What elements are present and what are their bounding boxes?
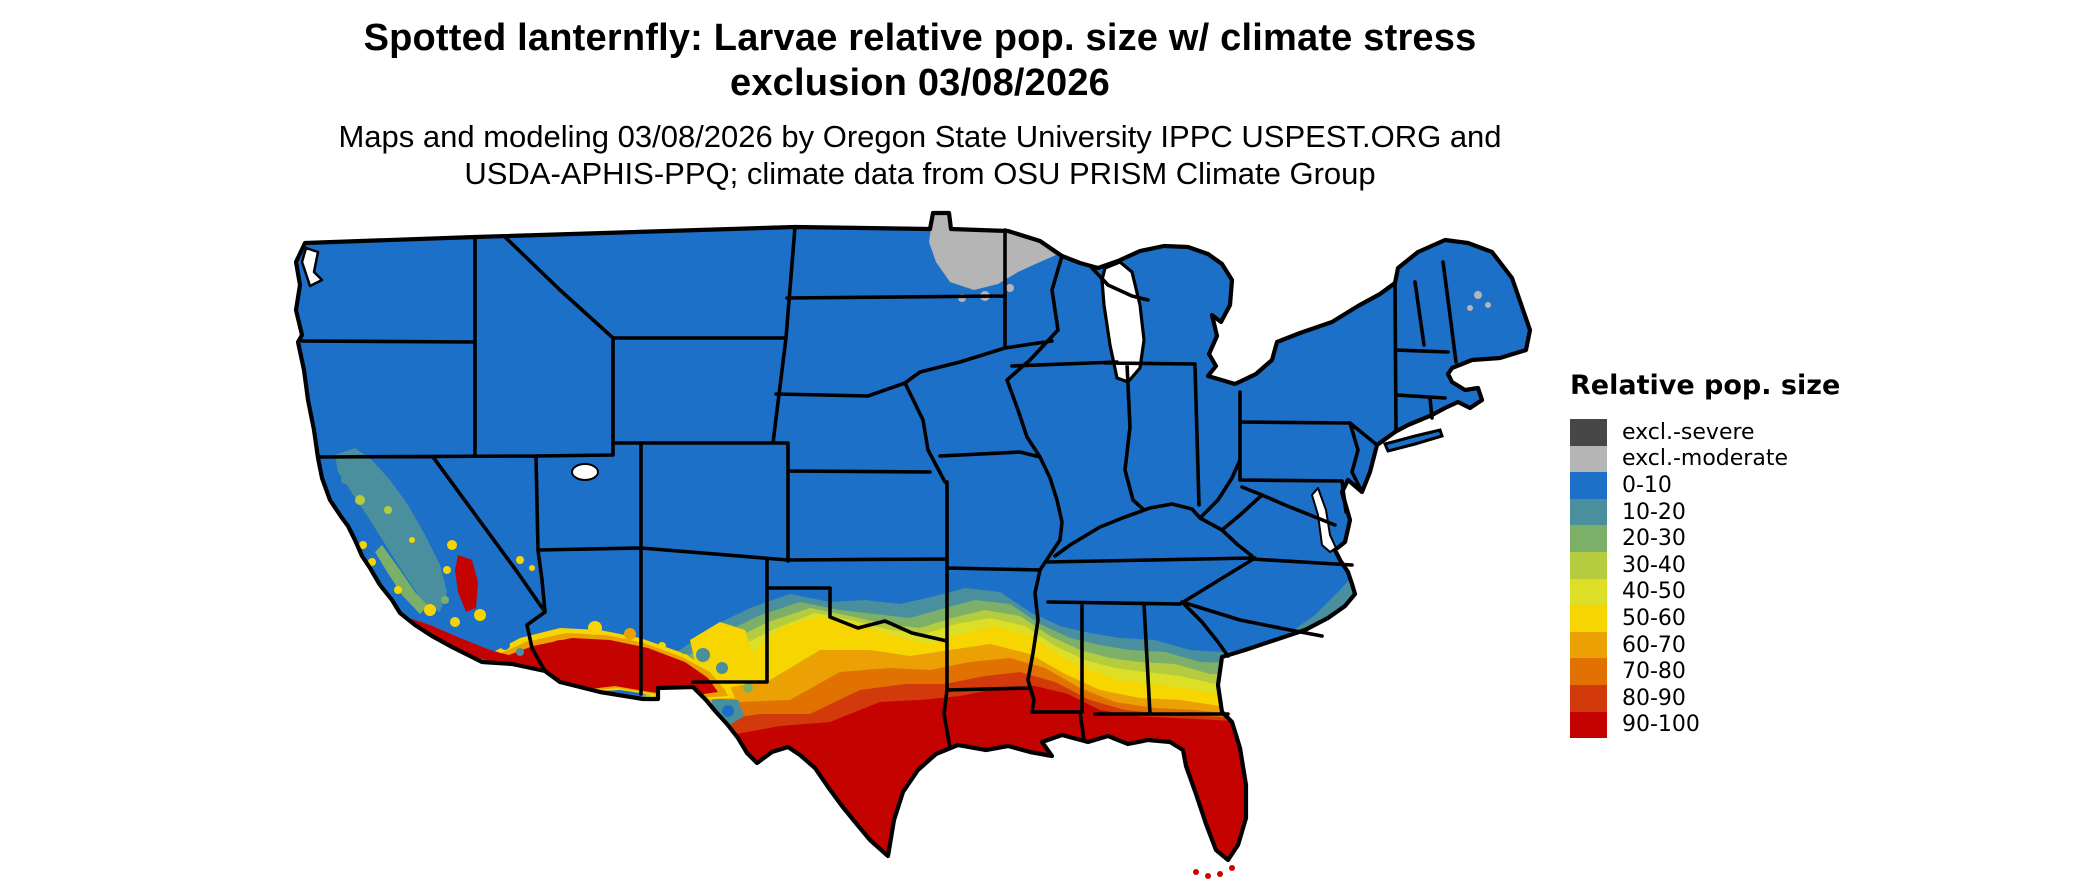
legend-title: Relative pop. size: [1570, 370, 1841, 401]
page-subtitle: Maps and modeling 03/08/2026 by Oregon S…: [170, 118, 1670, 192]
desert-southwest-patch: [482, 556, 735, 700]
page-title: Spotted lanternfly: Larvae relative pop.…: [170, 16, 1670, 106]
legend-swatch: [1570, 445, 1607, 473]
legend-label: 50-60: [1622, 605, 1686, 631]
legend-swatch: [1570, 605, 1607, 632]
legend-swatch: [1570, 658, 1607, 685]
legend-swatch: [1570, 551, 1607, 579]
legend-row: 50-60: [1570, 605, 1900, 632]
legend-row: 20-30: [1570, 525, 1900, 552]
map-legend: Relative pop. size excl.-severe excl.-mod…: [1570, 370, 1900, 739]
legend-swatch: [1570, 711, 1607, 739]
maine-exclusion-specks: [1467, 291, 1491, 311]
legend-row: 10-20: [1570, 498, 1900, 526]
legend-label: 10-20: [1622, 499, 1686, 525]
legend-row: excl.-moderate: [1570, 445, 1900, 473]
legend-row: 0-10: [1570, 472, 1900, 499]
great-salt-lake: [571, 463, 599, 481]
legend-row: 70-80: [1570, 658, 1900, 685]
map-fill-layer: [296, 213, 1530, 860]
title-line-1: Spotted lanternfly: Larvae relative pop.…: [363, 17, 1477, 59]
legend-swatch: [1570, 419, 1607, 446]
legend-swatch: [1570, 684, 1607, 712]
puget-sound: [300, 246, 324, 288]
legend-swatch: [1570, 472, 1607, 499]
legend-swatch: [1570, 631, 1607, 659]
legend-rows: excl.-severe excl.-moderate 0-10 10-20 20-30…: [1570, 419, 1900, 739]
legend-swatch: [1570, 578, 1607, 606]
legend-label: 0-10: [1622, 472, 1672, 498]
state-borders: [300, 225, 1458, 750]
legend-label: excl.-moderate: [1622, 446, 1788, 472]
legend-label: 20-30: [1622, 526, 1686, 552]
legend-row: 80-90: [1570, 684, 1900, 712]
legend-row: 40-50: [1570, 578, 1900, 606]
legend-swatch: [1570, 525, 1607, 552]
long-island: [1382, 428, 1444, 453]
legend-row: 60-70: [1570, 631, 1900, 659]
legend-label: 30-40: [1622, 552, 1686, 578]
legend-label: 60-70: [1622, 632, 1686, 658]
legend-swatch: [1570, 498, 1607, 526]
legend-row: excl.-severe: [1570, 419, 1900, 446]
legend-label: 70-80: [1622, 659, 1686, 685]
legend-label: excl.-severe: [1622, 419, 1755, 445]
legend-row: 90-100: [1570, 711, 1900, 739]
legend-label: 80-90: [1622, 685, 1686, 711]
title-line-2: exclusion 03/08/2026: [729, 62, 1111, 104]
water-bodies: [300, 246, 1337, 553]
legend-label: 40-50: [1622, 579, 1686, 605]
legend-row: 30-40: [1570, 551, 1900, 579]
lake-michigan: [1100, 260, 1146, 384]
subtitle-line-2: USDA-APHIS-PPQ; climate data from OSU PR…: [464, 156, 1376, 191]
florida-keys: [1193, 865, 1235, 879]
us-outline: [293, 210, 1533, 863]
subtitle-line-1: Maps and modeling 03/08/2026 by Oregon S…: [338, 119, 1502, 154]
legend-label: 90-100: [1622, 712, 1700, 738]
